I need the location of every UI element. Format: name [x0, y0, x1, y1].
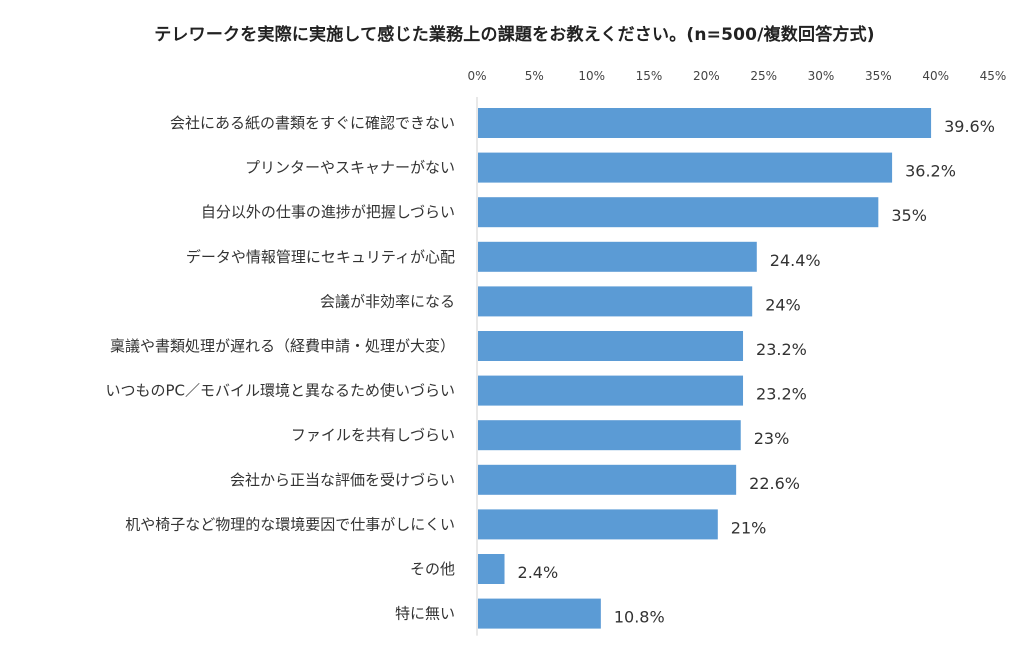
- bar: [478, 554, 505, 584]
- category-label: 会社にある紙の書類をすぐに確認できない: [170, 114, 455, 132]
- bar: [478, 464, 737, 495]
- data-label: 22.6%: [749, 474, 800, 493]
- bar: [478, 331, 744, 361]
- category-label: 会社から正当な評価を受けづらい: [230, 471, 455, 489]
- category-label: その他: [410, 560, 455, 578]
- bar: [478, 108, 932, 138]
- x-tick-label: 20%: [693, 69, 720, 83]
- data-label: 36.2%: [905, 162, 956, 181]
- x-tick-label: 25%: [750, 69, 777, 83]
- x-tick-label: 10%: [578, 69, 605, 83]
- category-label: いつものPC／モバイル環境と異なるため使いづらい: [105, 382, 455, 400]
- data-label: 21%: [731, 518, 767, 537]
- category-label: プリンターやスキャナーがない: [245, 159, 455, 177]
- data-label: 35%: [891, 206, 927, 225]
- bar: [478, 197, 879, 228]
- category-label: ファイルを共有しづらい: [291, 426, 455, 444]
- data-label: 39.6%: [944, 117, 995, 136]
- bar: [478, 598, 601, 629]
- x-tick-label: 30%: [808, 69, 835, 83]
- x-tick-label: 45%: [980, 69, 1007, 83]
- data-label: 23.2%: [756, 340, 807, 359]
- data-label: 10.8%: [614, 608, 665, 627]
- bar: [478, 420, 741, 451]
- category-label: 机や椅子など物理的な環境要因で仕事がしにくい: [125, 515, 455, 533]
- x-tick-label: 35%: [865, 69, 892, 83]
- data-label: 2.4%: [518, 563, 559, 582]
- category-label: 稟議や書類処理が遅れる（経費申請・処理が大変）: [110, 337, 455, 355]
- data-label: 23.2%: [756, 385, 807, 404]
- bar: [478, 375, 744, 406]
- bar: [478, 241, 757, 272]
- category-label: データや情報管理にセキュリティが心配: [186, 248, 455, 266]
- data-label: 23%: [754, 429, 790, 448]
- chart-title: テレワークを実際に実施して感じた業務上の課題をお教えください。(n=500/複数…: [154, 25, 875, 45]
- bar: [478, 152, 893, 183]
- bar: [478, 286, 753, 317]
- x-tick-label: 15%: [636, 69, 663, 83]
- x-tick-label: 5%: [525, 69, 544, 83]
- bar: [478, 509, 718, 540]
- data-label: 24%: [765, 295, 801, 314]
- data-label: 24.4%: [770, 251, 821, 270]
- x-tick-label: 0%: [467, 69, 486, 83]
- category-label: 特に無い: [395, 605, 455, 623]
- category-label: 会議が非効率になる: [320, 292, 455, 310]
- x-tick-label: 40%: [922, 69, 949, 83]
- category-label: 自分以外の仕事の進捗が把握しづらい: [201, 203, 455, 221]
